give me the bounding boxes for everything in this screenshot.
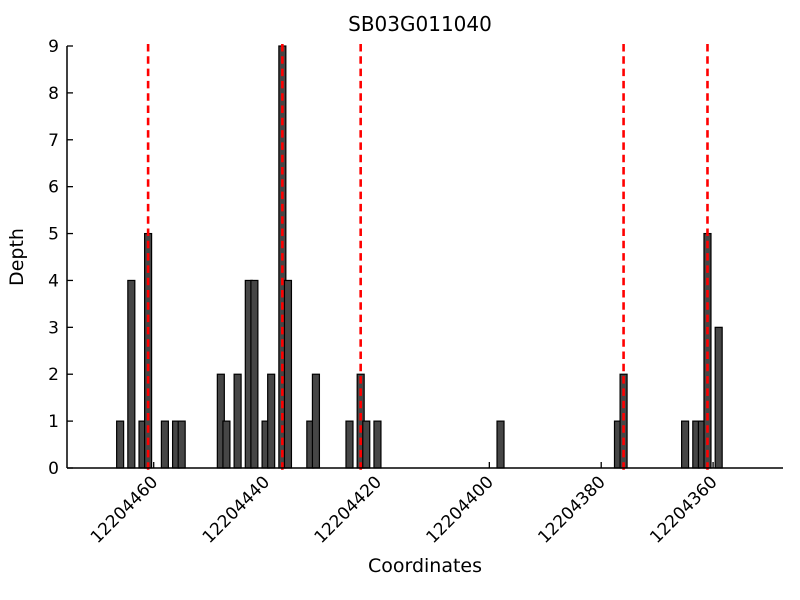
y-tick-label: 7 [48,131,59,151]
y-axis-label: Depth [6,228,28,286]
depth-bar [233,373,242,469]
axis-spines [66,46,783,469]
depth-bar [160,420,169,469]
y-tick-label: 0 [48,459,59,479]
depth-bar [311,373,321,469]
depth-bar [283,279,293,469]
depth-bar [222,420,231,469]
y-tick-label: 6 [48,178,59,198]
y-tick-label: 1 [48,412,59,432]
x-tick-label: 12204380 [534,472,609,547]
chart-title: SB03G011040 [348,12,492,36]
bars [116,45,723,469]
x-tick-label: 12204400 [423,472,498,547]
depth-bar [345,420,354,469]
x-tick-label: 12204440 [199,472,274,547]
x-axis-label: Coordinates [368,555,482,577]
x-tick-labels: 12204460 12204440 12204420 12204400 12204380… [87,472,722,547]
y-axis-ticks [67,45,73,469]
depth-bar [681,420,690,469]
depth-bar [250,279,259,469]
depth-bar [177,420,186,469]
x-tick-label: 12204360 [646,472,721,547]
red-marker-lines [146,44,709,471]
y-tick-label: 5 [48,225,59,245]
y-tick-labels: 0 1 2 3 4 5 6 7 8 9 [48,37,59,479]
x-tick-label: 12204460 [87,472,162,547]
x-tick-label: 12204420 [311,472,386,547]
depth-bar [116,420,125,469]
y-tick-label: 9 [48,37,59,57]
depth-bar [127,279,136,469]
depth-bar [267,373,276,469]
depth-bar [362,420,371,469]
y-tick-label: 3 [48,318,59,338]
y-tick-label: 4 [48,271,59,291]
depth-bar [496,420,505,469]
y-tick-label: 2 [48,365,59,385]
y-tick-label: 8 [48,84,59,104]
depth-bar [714,326,723,469]
depth-bar [373,420,382,469]
